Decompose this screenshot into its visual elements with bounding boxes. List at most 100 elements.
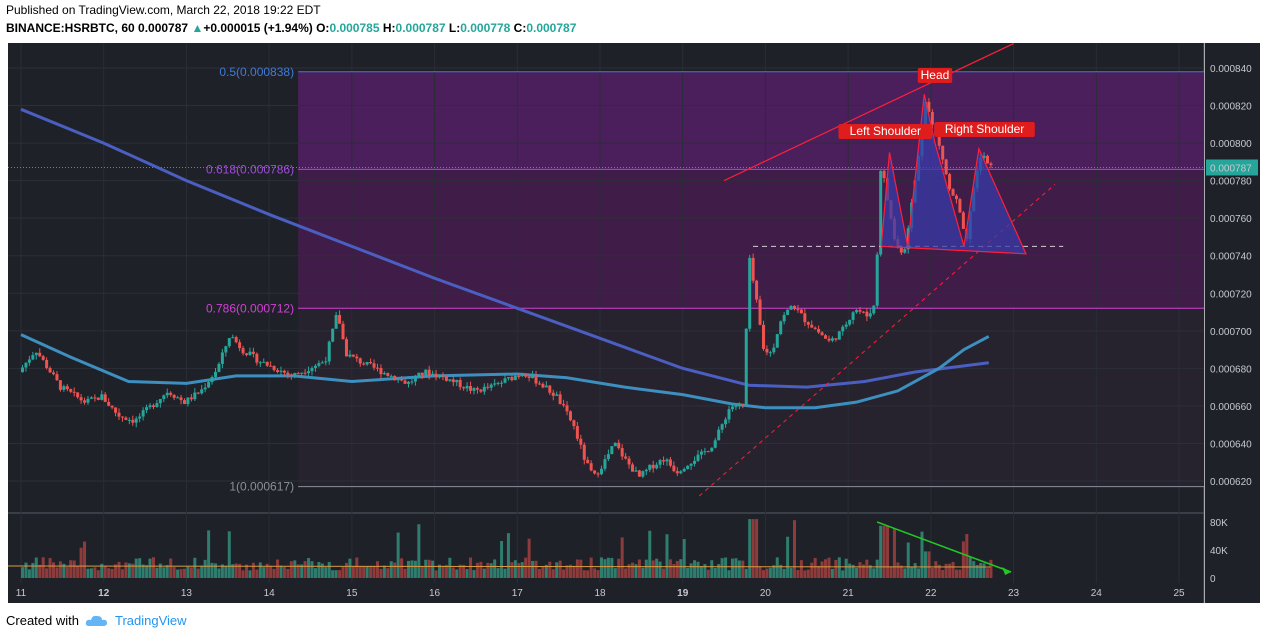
volume-bar xyxy=(596,570,600,578)
candle-body xyxy=(713,440,717,448)
candle-body xyxy=(796,309,800,311)
volume-bar xyxy=(79,547,83,578)
volume-bar xyxy=(586,570,590,578)
candle-body xyxy=(155,403,159,407)
volume-bar xyxy=(65,566,69,578)
volume-bar xyxy=(868,565,872,578)
volume-bar xyxy=(220,564,224,578)
volume-bar xyxy=(879,525,883,578)
volume-bar xyxy=(282,567,286,578)
candle-body xyxy=(703,451,707,453)
candle-body xyxy=(517,375,521,377)
volume-bar xyxy=(441,565,445,578)
candle-body xyxy=(417,372,421,377)
price-tick-label: 0.000660 xyxy=(1210,402,1252,413)
volume-bar xyxy=(245,564,249,578)
candle-body xyxy=(793,305,796,310)
candle-body xyxy=(634,470,638,472)
candle-body xyxy=(637,470,641,477)
candle-body xyxy=(930,111,934,125)
volume-bar xyxy=(555,562,559,578)
volume-bar xyxy=(100,563,104,578)
candle-body xyxy=(744,328,748,405)
volume-bar xyxy=(458,564,462,578)
candle-body xyxy=(172,394,176,398)
candle-body xyxy=(338,315,342,324)
volume-bar xyxy=(21,567,24,578)
ma-long-line xyxy=(20,107,989,389)
volume-bar xyxy=(224,565,228,578)
candle-body xyxy=(179,397,183,401)
candle-body xyxy=(448,379,452,381)
candle-body xyxy=(438,374,442,378)
volume-bar xyxy=(696,561,700,578)
fib-level-label: 1(0.000617) xyxy=(229,480,294,494)
time-tick-label: 16 xyxy=(429,588,441,599)
volume-bar xyxy=(989,559,993,578)
volume-bar xyxy=(982,563,986,578)
candle-body xyxy=(613,442,617,447)
volume-bar xyxy=(69,560,73,578)
candle-body xyxy=(658,460,662,465)
volume-bar xyxy=(513,560,517,578)
candle-body xyxy=(413,376,417,382)
candle-body xyxy=(617,442,621,449)
volume-bar xyxy=(289,561,293,578)
volume-trend-arrowhead xyxy=(1002,567,1012,575)
volume-bar xyxy=(903,568,907,578)
candle-body xyxy=(138,416,142,419)
candle-body xyxy=(282,370,286,373)
volume-bar xyxy=(548,561,552,578)
candle-body xyxy=(407,381,410,384)
fib-zone-upper xyxy=(298,71,1204,170)
time-tick-label: 11 xyxy=(16,588,27,599)
candle-body xyxy=(679,471,683,474)
head-label-bg xyxy=(917,68,953,83)
candle-body xyxy=(189,397,193,400)
candle-body xyxy=(224,346,228,353)
candle-body xyxy=(600,468,603,475)
candle-body xyxy=(699,451,703,455)
volume-bar xyxy=(344,562,348,578)
candle-body xyxy=(565,405,569,412)
volume-bar xyxy=(214,563,217,578)
candle-body xyxy=(120,416,124,418)
volume-bar xyxy=(348,558,352,578)
volume-bar xyxy=(710,560,714,578)
volume-bar xyxy=(703,564,707,578)
candle-body xyxy=(444,376,448,381)
volume-bar xyxy=(500,541,504,578)
candle-body xyxy=(210,376,214,383)
time-tick-label: 13 xyxy=(181,588,193,599)
close-label: C: xyxy=(513,21,527,35)
volume-bar xyxy=(472,570,476,578)
candle-body xyxy=(234,337,238,343)
candle-body xyxy=(989,163,993,166)
volume-bar xyxy=(986,568,989,578)
volume-bar xyxy=(469,557,473,578)
candle-body xyxy=(38,352,42,357)
volume-bar xyxy=(575,559,579,578)
candle-body xyxy=(927,101,931,112)
volume-bar xyxy=(603,559,607,578)
candle-body xyxy=(717,429,721,441)
tradingview-brand[interactable]: TradingView xyxy=(114,613,187,628)
volume-bar xyxy=(482,568,486,578)
volume-bar xyxy=(107,568,111,578)
volume-bar xyxy=(24,562,28,578)
candle-body xyxy=(589,463,593,471)
volume-bar xyxy=(948,563,952,578)
volume-bar xyxy=(203,559,207,578)
candle-body xyxy=(431,373,435,376)
low-label: L: xyxy=(448,21,461,35)
volume-bar xyxy=(720,558,724,578)
volume-bar xyxy=(689,563,693,578)
volume-bar xyxy=(527,538,531,578)
candle-body xyxy=(813,327,817,329)
candle-body xyxy=(386,373,390,376)
candle-body xyxy=(534,375,538,384)
candle-body xyxy=(882,170,886,178)
candle-body xyxy=(851,312,855,320)
candle-body xyxy=(196,392,200,394)
